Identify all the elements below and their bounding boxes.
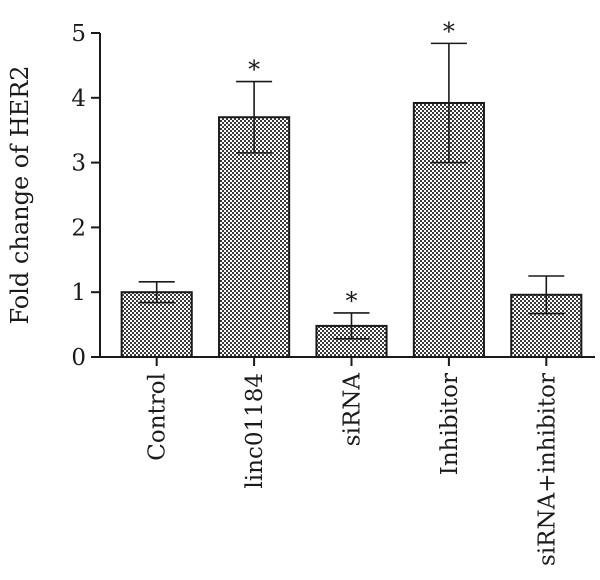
bar-group: * * * bbox=[120, 17, 583, 359]
y-tick-label: 5 bbox=[71, 21, 86, 47]
x-tick-label: Control bbox=[145, 373, 171, 461]
significance-marker: * bbox=[443, 17, 455, 45]
x-tick-label: siRNA bbox=[340, 373, 366, 447]
y-axis-label: Fold change of HER2 bbox=[6, 65, 34, 324]
y-tick-label: 4 bbox=[71, 86, 86, 112]
bar bbox=[120, 291, 193, 359]
bar bbox=[218, 116, 291, 358]
y-tick-label: 1 bbox=[71, 280, 86, 306]
significance-marker: * bbox=[346, 287, 358, 315]
x-tick-label: siRNA+inhibitor bbox=[534, 373, 560, 566]
y-tick-label: 2 bbox=[71, 215, 86, 241]
significance-marker: * bbox=[248, 56, 260, 84]
x-tick-label: Inhibitor bbox=[437, 373, 463, 475]
y-axis: 0 1 2 3 4 5 bbox=[71, 21, 101, 371]
x-tick-label: linc01184 bbox=[242, 373, 268, 489]
y-tick-label: 0 bbox=[71, 345, 86, 371]
x-axis: Control linc01184 siRNA Inhibitor siRNA+inhi… bbox=[100, 356, 595, 566]
y-tick-label: 3 bbox=[71, 151, 86, 177]
